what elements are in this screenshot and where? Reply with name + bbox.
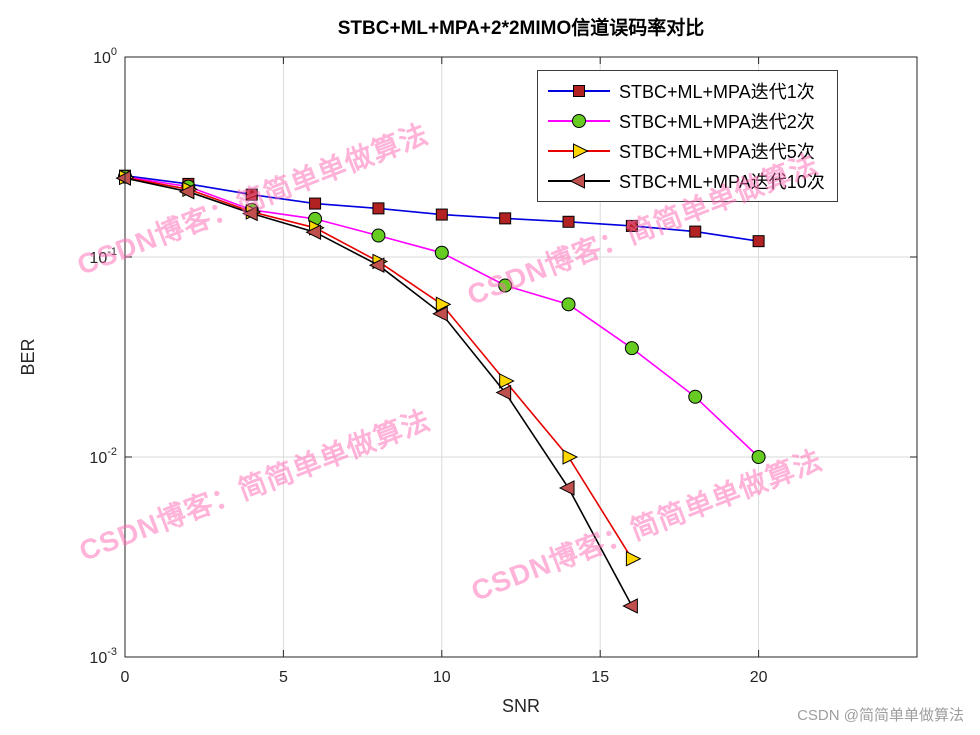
credit-watermark: CSDN @简简单单做算法 xyxy=(797,707,964,724)
square-marker xyxy=(689,225,702,238)
circle-marker xyxy=(624,341,639,356)
triangle-left-marker xyxy=(495,384,512,401)
triangle-right-marker xyxy=(625,550,642,567)
y-tick-label: 10-3 xyxy=(89,646,117,667)
circle-marker xyxy=(751,450,766,464)
y-tick-label: 100 xyxy=(93,46,117,67)
legend: STBC+ML+MPA迭代1次 STBC+ML+MPA迭代2次 STBC+ML+MP… xyxy=(537,70,838,202)
triangle-left-marker xyxy=(178,183,195,200)
legend-label: STBC+ML+MPA迭代5次 xyxy=(619,142,815,162)
triangle-right-marker xyxy=(562,449,579,465)
square-marker xyxy=(499,212,512,225)
triangle-right-marker xyxy=(573,143,589,159)
y-tick-label: 10-2 xyxy=(89,446,117,467)
square-marker xyxy=(372,202,385,215)
legend-sample xyxy=(548,143,610,159)
circle-marker xyxy=(572,114,586,128)
triangle-left-marker xyxy=(368,257,385,274)
square-marker xyxy=(562,215,575,228)
circle-marker xyxy=(434,245,449,260)
triangle-left-marker xyxy=(242,205,258,222)
triangle-right-marker xyxy=(435,296,452,313)
legend-sample xyxy=(548,114,610,128)
series-4 xyxy=(115,170,638,614)
x-tick-label: 10 xyxy=(433,669,451,686)
axes-box xyxy=(124,56,918,658)
triangle-left-marker xyxy=(432,305,448,322)
square-marker xyxy=(435,208,448,221)
circle-marker xyxy=(561,297,576,312)
circle-marker xyxy=(371,228,386,243)
tick-labels: 0 5 10 15 20 100 10-1 10-2 10-3 xyxy=(89,46,767,686)
x-tick-label: 15 xyxy=(591,669,609,686)
legend-label: STBC+ML+MPA迭代10次 xyxy=(619,172,825,192)
legend-label: STBC+ML+MPA迭代2次 xyxy=(619,112,815,132)
y-tick-label: 10-1 xyxy=(89,246,117,267)
circle-marker xyxy=(688,389,703,404)
square-marker xyxy=(573,85,585,97)
legend-sample xyxy=(548,173,610,189)
x-tick-label: 5 xyxy=(279,669,288,686)
square-marker xyxy=(309,197,322,210)
square-marker xyxy=(625,219,638,232)
triangle-left-marker xyxy=(305,224,322,241)
triangle-left-marker xyxy=(622,598,638,614)
circle-marker xyxy=(498,278,513,293)
triangle-left-marker xyxy=(569,173,585,189)
triangle-left-marker xyxy=(558,480,575,496)
legend-entry-2: STBC+ML+MPA迭代2次 xyxy=(546,106,825,136)
legend-entry-4: STBC+ML+MPA迭代10次 xyxy=(546,166,825,196)
x-tick-label: 0 xyxy=(121,669,130,686)
legend-entry-3: STBC+ML+MPA迭代5次 xyxy=(546,136,825,166)
legend-sample xyxy=(548,85,610,97)
x-axis-label: SNR xyxy=(502,696,540,716)
legend-label: STBC+ML+MPA迭代1次 xyxy=(619,82,815,102)
x-tick-label: 20 xyxy=(750,669,768,686)
chart-generated-content: 0 5 10 15 20 100 10-1 10-2 10-3 xyxy=(89,46,918,686)
square-marker xyxy=(752,235,765,248)
triangle-right-marker xyxy=(499,373,515,389)
chart-title: STBC+ML+MPA+2*2MIMO信道误码率对比 xyxy=(338,16,705,39)
y-axis-label: BER xyxy=(18,338,38,375)
legend-entry-1: STBC+ML+MPA迭代1次 xyxy=(546,76,825,106)
triangle-left-marker xyxy=(115,170,131,186)
square-marker xyxy=(245,188,258,201)
